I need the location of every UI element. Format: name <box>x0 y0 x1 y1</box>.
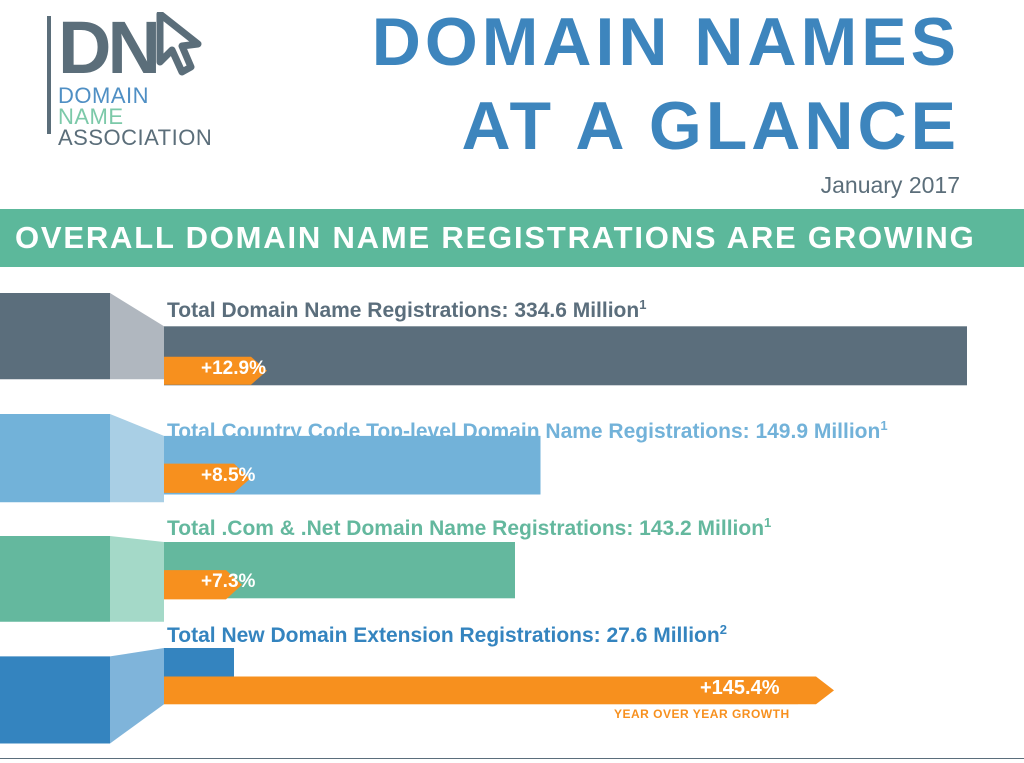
svg-text:DN: DN <box>58 10 157 86</box>
